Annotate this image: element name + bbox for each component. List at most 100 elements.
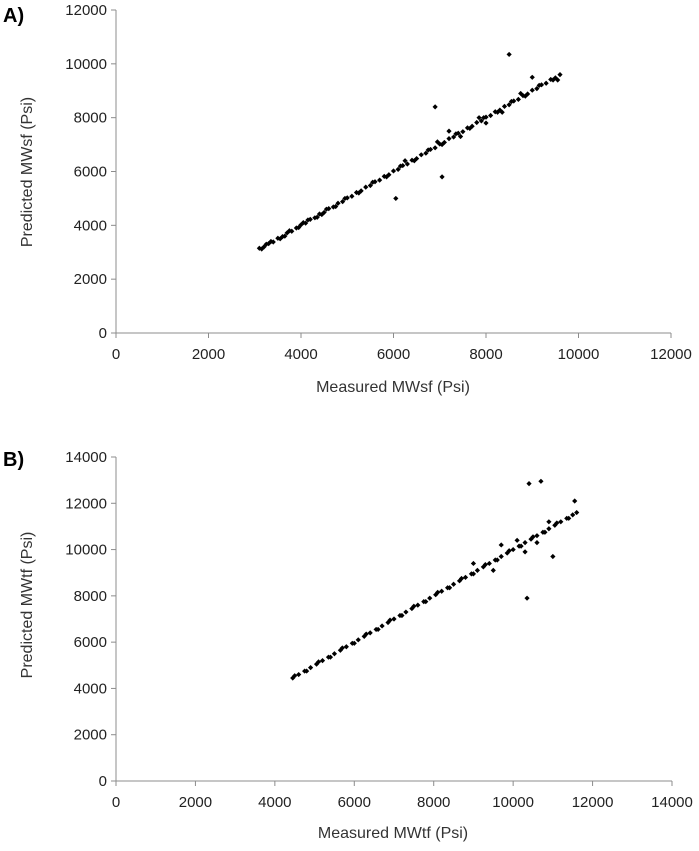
panel-a-data-point	[529, 74, 535, 80]
panel-b-data-point	[355, 637, 361, 643]
panel-b-data-point	[409, 605, 415, 612]
panel-a-data-point	[333, 203, 339, 210]
panel-b-data-point	[399, 612, 405, 619]
panel-a-data-point	[305, 217, 311, 223]
panel-b-data-point	[572, 498, 578, 504]
panel-a-data-point	[488, 112, 494, 119]
panel-a-data-point	[363, 184, 369, 190]
panel-b-x-tick-label: 4000	[258, 794, 291, 811]
panel-b-x-tick-label: 12000	[572, 794, 614, 811]
panel-a-data-point	[467, 125, 473, 132]
panel-b-data-point	[498, 553, 504, 560]
panel-b-data-point	[474, 567, 480, 573]
panel-a-data-point	[520, 92, 526, 99]
panel-a-data-point	[515, 96, 521, 102]
panel-b-data-point	[514, 537, 520, 543]
panel-a-axes	[111, 9, 672, 338]
panel-b-data-point	[490, 567, 496, 573]
panel-a-data-point	[259, 246, 265, 252]
panel-a-data-point	[557, 72, 563, 78]
panel-a-data-point	[383, 174, 390, 180]
panel-b-data-point	[327, 654, 334, 660]
panel-a-data-point	[508, 98, 515, 105]
panel-a-data-point	[390, 168, 397, 174]
panel-a-data-point	[439, 174, 445, 180]
panel-a-label: A)	[3, 5, 24, 27]
panel-a-data-point	[432, 145, 438, 151]
panel-a-data-point	[446, 128, 452, 134]
panel-b-y-tick-labels: 0 2000 4000 6000 8000 10000 12000 14000	[65, 449, 107, 790]
panel-a-y-tick-label: 2000	[74, 271, 107, 288]
panel-b-axes	[111, 456, 673, 786]
panel-b-data-point	[423, 599, 429, 605]
panel-a-data-point	[300, 220, 306, 226]
panel-b-data-point	[313, 661, 320, 667]
panel-a-points	[256, 51, 563, 252]
panel-b-data-point	[538, 478, 544, 484]
panel-a-y-tick-labels: 0 2000 4000 6000 8000 10000 12000	[65, 2, 107, 342]
panel-a-data-point	[395, 166, 401, 172]
panel-b-data-point	[480, 564, 486, 570]
panel-b-data-point	[403, 609, 409, 615]
panel-b-data-point	[504, 550, 510, 556]
panel-b-data-point	[458, 575, 465, 582]
panel-b-points	[290, 478, 580, 681]
panel-a-data-point	[536, 82, 542, 88]
panel-a-data-point	[323, 206, 330, 212]
panel-b-data-point	[296, 671, 302, 678]
panel-b-data-point	[486, 560, 492, 567]
panel-a-data-point	[522, 93, 528, 99]
panel-b-data-point	[542, 529, 548, 535]
panel-a-data-point	[319, 211, 325, 218]
panel-a-data-point	[476, 115, 482, 121]
panel-b-data-point	[482, 562, 488, 568]
panel-a-x-tick-labels: 0 2000 4000 6000 8000 10000 12000	[112, 346, 692, 363]
panel-a-data-point	[518, 90, 524, 97]
panel-b-y-tick-label: 6000	[74, 634, 107, 651]
panel-b-x-tick-label: 6000	[338, 794, 371, 811]
panel-b-x-tick-label: 8000	[417, 794, 450, 811]
panel-a-chart: A) 0 2000 4000 6000 8000 10000 12000 0 2000 4000…	[3, 2, 692, 396]
panel-b-y-tick-label: 2000	[74, 727, 107, 744]
panel-b-x-tick-label: 0	[112, 794, 120, 811]
panel-b-y-tick-label: 8000	[74, 588, 107, 605]
panel-a-data-point	[342, 195, 348, 202]
panel-b-data-point	[367, 630, 373, 636]
panel-b-data-point	[462, 574, 469, 580]
panel-a-data-point	[506, 51, 512, 58]
panel-a-data-point	[494, 109, 501, 115]
panel-a-data-point	[483, 120, 489, 126]
panel-b-data-point	[337, 647, 343, 653]
panel-a-data-point	[451, 134, 457, 140]
panel-b-data-point	[415, 602, 421, 608]
panel-a-y-tick-label: 10000	[65, 56, 107, 73]
panel-b-data-point	[552, 522, 558, 528]
panel-b-data-point	[319, 658, 326, 664]
panel-a-data-point	[423, 150, 429, 156]
panel-a-data-point	[499, 109, 505, 115]
panel-a-data-point	[460, 129, 466, 135]
panel-a-data-point	[425, 147, 431, 153]
panel-a-data-point	[439, 141, 445, 148]
panel-b-data-point	[494, 557, 500, 563]
panel-b-data-point	[391, 616, 397, 622]
panel-b-data-point	[534, 540, 540, 546]
panel-a-x-tick-label: 0	[112, 346, 120, 363]
panel-a-x-tick-label: 2000	[192, 346, 225, 363]
panel-b-data-point	[339, 645, 345, 651]
panel-a-x-tick-label: 8000	[469, 346, 502, 363]
panel-b-data-point	[387, 617, 393, 623]
panel-b-data-point	[506, 548, 512, 554]
panel-b-y-tick-label: 14000	[65, 449, 107, 466]
panel-a-data-point	[550, 77, 556, 83]
panel-a-data-point	[377, 177, 383, 183]
panel-b-data-point	[546, 519, 552, 525]
panel-a-data-point	[404, 161, 410, 167]
panel-a-y-tick-label: 4000	[74, 217, 107, 234]
panel-b-data-point	[530, 534, 536, 540]
panel-b-chart: B) 0 2000 4000 6000 8000 10000 12000 14000 0 200…	[3, 449, 693, 842]
panel-a-data-point	[282, 233, 288, 239]
panel-a-data-point	[349, 193, 355, 199]
panel-a-data-point	[277, 236, 283, 242]
